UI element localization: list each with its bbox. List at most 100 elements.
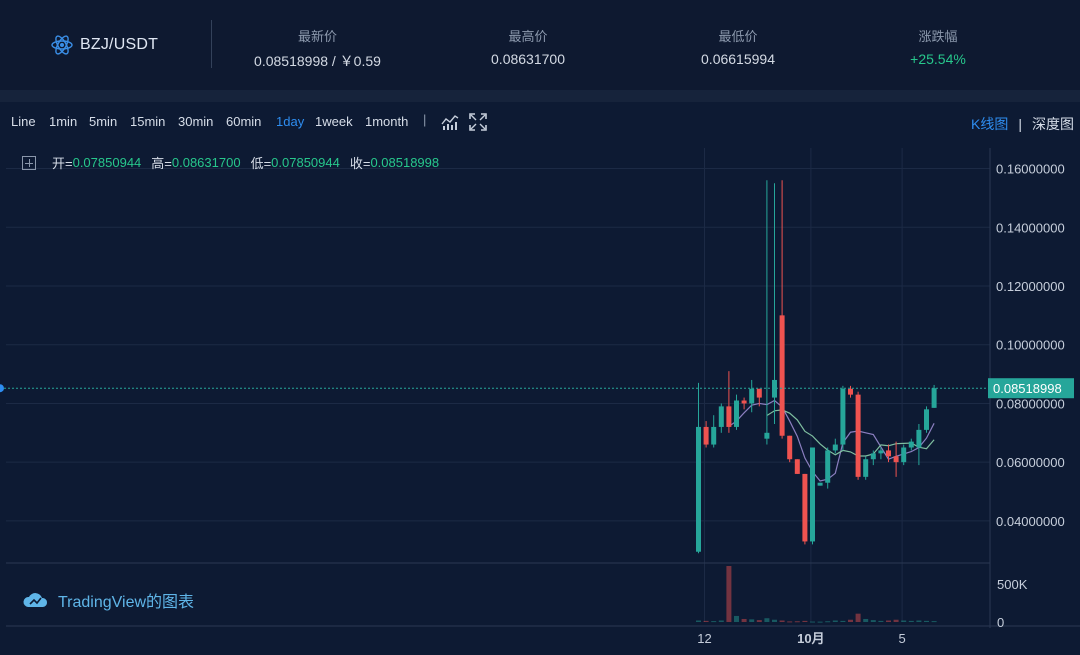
stat-label: 最新价 (297, 29, 337, 44)
volume-bar (779, 620, 785, 622)
candle-body (749, 388, 755, 404)
volume-bar (749, 619, 755, 622)
indicators-icon[interactable] (440, 112, 460, 132)
stat-value: 0.06615994 (701, 51, 775, 67)
candle-body (848, 388, 853, 395)
toolbar-separator: | (423, 112, 427, 127)
tf-1min[interactable]: 1min (49, 114, 78, 129)
stat-low-price: 最低价 0.06615994 (680, 26, 796, 67)
candle-body (855, 394, 861, 477)
volume-bar (711, 621, 717, 623)
candle-body (817, 482, 823, 486)
stat-latest-price: 最新价 0.08518998 / ￥0.59 (250, 26, 385, 71)
volume-bar (916, 620, 922, 622)
candle-body (779, 315, 785, 436)
candle-body (711, 426, 717, 445)
volume-bar (855, 613, 861, 622)
low-label: 低= (250, 156, 272, 171)
volume-bar (817, 621, 823, 623)
volume-bar (741, 618, 747, 622)
candle-body (787, 435, 793, 460)
volume-bar (870, 620, 876, 622)
tradingview-watermark[interactable]: TradingView的图表 (22, 588, 194, 612)
stat-value: 0.08631700 (491, 51, 565, 67)
candle-body (863, 459, 869, 477)
time-axis-label: 12 (697, 631, 711, 646)
price-chart[interactable]: 0.16000000 0.14000000 0.12000000 0.10000000… (0, 142, 1080, 655)
trading-pair[interactable]: BZJ/USDT (0, 0, 212, 90)
candlestick-chart[interactable]: 0.16000000 0.14000000 0.12000000 0.10000000… (0, 142, 1080, 655)
volume-bar (848, 619, 853, 622)
volume-bar (840, 620, 846, 622)
candle-body (756, 388, 762, 398)
stat-label: 最高价 (508, 29, 548, 44)
candle-body (696, 426, 701, 552)
price-axis-label: 0.16000000 (996, 162, 1065, 177)
chart-view-tabs: K线图 | 深度图 (971, 114, 1074, 134)
candle-body (878, 450, 884, 454)
volume-bar (810, 621, 815, 623)
tf-5min[interactable]: 5min (89, 114, 118, 129)
volume-bar (734, 615, 739, 622)
volume-bar (893, 619, 899, 622)
candle-body (734, 400, 739, 427)
stat-high-price: 最高价 0.08631700 (470, 26, 586, 67)
volume-bar (878, 620, 884, 622)
volume-bar (825, 621, 831, 623)
candle-body (931, 388, 937, 408)
volume-bar (863, 618, 869, 622)
volume-bar (832, 620, 838, 622)
atom-icon (51, 35, 73, 55)
volume-bar (696, 620, 701, 622)
tab-separator: | (1018, 116, 1022, 132)
price-axis-label: 0.08000000 (996, 396, 1065, 411)
candle-body (764, 432, 770, 439)
volume-bar (726, 566, 732, 622)
candle-body (886, 450, 891, 457)
watermark-text: TradingView的图表 (58, 594, 195, 611)
price-axis-label: 0.12000000 (996, 279, 1065, 294)
time-axis-label: 10月 (797, 631, 824, 646)
volume-bar (886, 620, 891, 622)
candle-body (741, 400, 747, 404)
tf-1month[interactable]: 1month (365, 114, 409, 129)
volume-bar (703, 620, 709, 622)
candle-body (825, 450, 831, 483)
candle-body (893, 456, 899, 463)
stat-value: 0.08518998 / ￥0.59 (254, 53, 381, 69)
tf-line[interactable]: Line (11, 114, 36, 129)
price-axis-label: 0.04000000 (996, 514, 1065, 529)
high-value: 0.08631700 (171, 155, 241, 170)
ma10-line (766, 409, 935, 457)
tab-depth[interactable]: 深度图 (1032, 116, 1074, 132)
candle-body (924, 409, 929, 430)
price-axis-label: 0.10000000 (996, 338, 1065, 353)
pair-name: BZJ/USDT (80, 36, 159, 53)
tf-30min[interactable]: 30min (178, 114, 214, 129)
volume-bar (772, 619, 777, 622)
expand-icon[interactable] (22, 155, 36, 170)
volume-bar (908, 620, 914, 622)
candle-body (794, 459, 800, 474)
high-label: 高= (151, 156, 172, 171)
stat-label: 涨跌幅 (918, 29, 958, 44)
tf-1week[interactable]: 1week (315, 114, 353, 129)
tf-15min[interactable]: 15min (130, 114, 166, 129)
ohlc-legend: 开= 0.07850944 高= 0.08631700 低= 0.07850944 收… (22, 153, 439, 172)
close-label: 收= (349, 156, 371, 171)
tab-kline[interactable]: K线图 (971, 116, 1009, 132)
candle-body (840, 388, 846, 445)
ma5-line (728, 399, 935, 482)
ticker-bar: BZJ/USDT 最新价 0.08518998 / ￥0.59 最高价 0.08… (0, 0, 1080, 90)
open-label: 开= (52, 156, 73, 171)
candle-body (703, 426, 709, 445)
chart-toolbar: Line 1min 5min 15min 30min 60min 1day 1w… (0, 102, 1080, 142)
candle-body (810, 447, 815, 542)
tf-1day[interactable]: 1day (276, 114, 305, 129)
candle-body (772, 379, 777, 398)
fullscreen-icon[interactable] (468, 112, 488, 132)
tf-60min[interactable]: 60min (226, 114, 262, 129)
price-axis-label: 0.06000000 (996, 455, 1065, 470)
candle-body (726, 406, 732, 427)
low-value: 0.07850944 (271, 155, 340, 170)
